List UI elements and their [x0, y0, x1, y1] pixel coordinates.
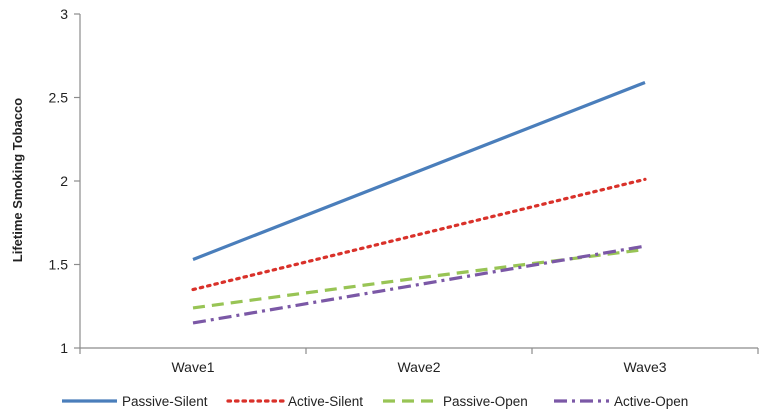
series-line-active-silent — [191, 177, 647, 292]
legend-label-active-silent: Active-Silent — [288, 394, 363, 409]
series-lines — [191, 80, 647, 325]
y-axis: 1 1.5 2 2.5 3 — [49, 6, 81, 356]
legend-label-active-open: Active-Open — [614, 394, 688, 409]
y-tick-label: 1.5 — [49, 257, 69, 273]
legend-label-passive-open: Passive-Open — [443, 394, 528, 409]
x-tick-label: Wave1 — [171, 359, 214, 375]
y-tick-label: 3 — [60, 6, 68, 22]
y-tick-label: 2 — [60, 173, 68, 189]
series-line-passive-open — [192, 247, 646, 310]
legend-label-passive-silent: Passive-Silent — [122, 394, 208, 409]
series-line-passive-silent — [192, 80, 646, 261]
x-axis: Wave1 Wave2 Wave3 — [79, 347, 759, 375]
x-tick-label: Wave2 — [397, 359, 440, 375]
y-axis-title: Lifetime Smoking Tobacco — [10, 98, 25, 263]
series-line-active-open — [192, 244, 646, 325]
legend: Passive-Silent Active-Silent Passive-Open A… — [62, 394, 688, 409]
y-tick-label: 2.5 — [49, 90, 69, 106]
y-tick-label: 1 — [60, 340, 68, 356]
x-tick-label: Wave3 — [623, 359, 666, 375]
